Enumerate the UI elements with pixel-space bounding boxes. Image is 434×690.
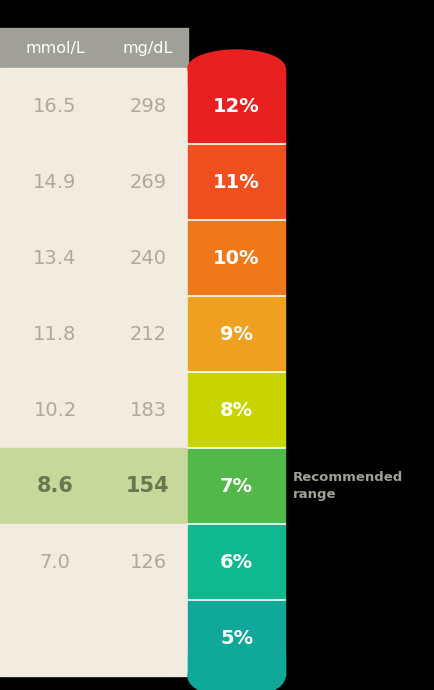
Bar <box>188 372 285 448</box>
Bar <box>188 220 285 296</box>
Bar <box>188 600 285 676</box>
Bar <box>0 448 188 524</box>
Bar <box>188 68 285 144</box>
Text: 11%: 11% <box>213 172 260 192</box>
Text: 12%: 12% <box>213 97 260 115</box>
Bar <box>188 654 285 676</box>
Text: 8.6: 8.6 <box>36 476 73 496</box>
Text: 9%: 9% <box>220 324 253 344</box>
Text: 126: 126 <box>129 553 167 571</box>
Bar <box>188 524 285 600</box>
Text: 183: 183 <box>129 400 167 420</box>
Text: 154: 154 <box>126 476 170 496</box>
Text: 11.8: 11.8 <box>33 324 77 344</box>
Text: 212: 212 <box>129 324 167 344</box>
Text: 298: 298 <box>129 97 167 115</box>
Bar <box>0 296 188 372</box>
Bar <box>188 68 285 86</box>
Text: 7%: 7% <box>220 477 253 495</box>
Text: 10.2: 10.2 <box>33 400 77 420</box>
Bar <box>188 144 285 220</box>
Bar <box>0 372 188 448</box>
Bar <box>188 296 285 372</box>
Text: 10%: 10% <box>213 248 260 268</box>
Bar <box>0 28 188 68</box>
Text: 14.9: 14.9 <box>33 172 77 192</box>
Text: 7.0: 7.0 <box>39 553 70 571</box>
Bar <box>0 144 188 220</box>
Text: 269: 269 <box>129 172 167 192</box>
Text: 6%: 6% <box>220 553 253 571</box>
Ellipse shape <box>188 654 285 690</box>
Text: mg/dL: mg/dL <box>123 41 173 55</box>
Bar <box>0 68 188 144</box>
Bar <box>0 600 188 676</box>
Text: 8%: 8% <box>220 400 253 420</box>
Text: mmol/L: mmol/L <box>25 41 85 55</box>
Bar <box>0 524 188 600</box>
Text: 5%: 5% <box>220 629 253 647</box>
Ellipse shape <box>188 50 285 86</box>
Text: Recommended
range: Recommended range <box>293 471 403 501</box>
Text: 240: 240 <box>129 248 167 268</box>
Text: 16.5: 16.5 <box>33 97 77 115</box>
Text: 13.4: 13.4 <box>33 248 77 268</box>
Bar <box>188 448 285 524</box>
Bar <box>0 220 188 296</box>
